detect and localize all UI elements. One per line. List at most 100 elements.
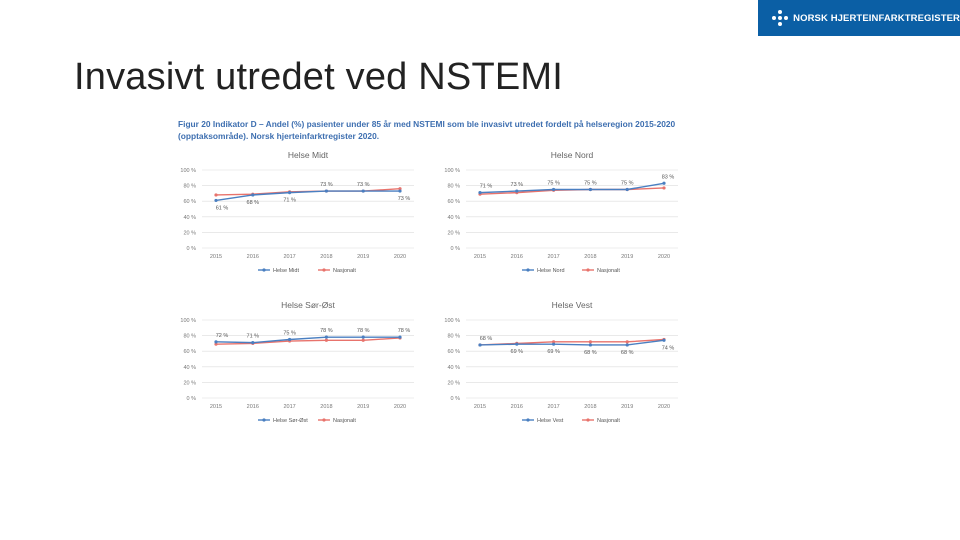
chart-title: Helse Vest <box>552 300 593 310</box>
y-tick-label: 80 % <box>447 184 460 190</box>
x-tick-label: 2015 <box>210 404 222 410</box>
x-tick-label: 2020 <box>658 254 670 260</box>
legend-marker <box>526 268 530 272</box>
data-point <box>588 340 592 344</box>
data-label: 71 % <box>247 334 260 340</box>
data-label: 68 % <box>480 336 493 342</box>
y-tick-label: 60 % <box>183 199 196 205</box>
y-tick-label: 100 % <box>444 168 460 174</box>
y-tick-label: 40 % <box>447 215 460 221</box>
x-tick-label: 2018 <box>320 254 332 260</box>
series-line-helse-nord <box>479 182 665 194</box>
data-label: 73 % <box>398 196 411 202</box>
y-tick-label: 60 % <box>447 199 460 205</box>
data-label: 78 % <box>320 328 333 334</box>
data-label: 71 % <box>283 198 296 204</box>
y-tick-label: 40 % <box>183 215 196 221</box>
data-label: 71 % <box>480 184 493 190</box>
data-point <box>515 342 519 346</box>
data-label: 75 % <box>283 331 296 337</box>
data-point <box>478 191 482 195</box>
data-point <box>398 187 402 191</box>
y-tick-label: 20 % <box>183 380 196 386</box>
legend-entry: Nasjonalt <box>333 418 356 424</box>
x-tick-label: 2017 <box>547 254 559 260</box>
y-tick-label: 60 % <box>183 349 196 355</box>
figure-caption: Figur 20 Indikator D – Andel (%) pasient… <box>178 119 676 141</box>
data-label: 75 % <box>547 181 560 187</box>
slide-title: Invasivt utredet ved NSTEMI <box>74 56 564 98</box>
data-label: 74 % <box>662 345 675 351</box>
y-tick-label: 100 % <box>444 318 460 324</box>
data-point <box>398 189 402 193</box>
y-tick-label: 0 % <box>187 396 197 402</box>
legend-marker <box>526 418 530 422</box>
y-tick-label: 0 % <box>451 396 461 402</box>
chart-title: Helse Sør-Øst <box>281 300 335 310</box>
data-point <box>251 341 255 345</box>
y-tick-label: 100 % <box>180 168 196 174</box>
legend-entry: Helse Midt <box>273 268 299 274</box>
y-tick-label: 80 % <box>447 334 460 340</box>
x-tick-label: 2015 <box>474 254 486 260</box>
series-line-helse-midt <box>215 190 400 202</box>
data-label: 73 % <box>320 182 333 188</box>
x-tick-label: 2019 <box>357 404 369 410</box>
y-tick-label: 20 % <box>447 230 460 236</box>
x-tick-label: 2016 <box>511 404 523 410</box>
data-label: 68 % <box>247 200 260 206</box>
data-label: 78 % <box>398 328 411 334</box>
series-line-helse-s-r-st <box>215 336 400 344</box>
y-tick-label: 20 % <box>183 230 196 236</box>
chart-title: Helse Midt <box>288 150 329 160</box>
data-point <box>361 189 365 193</box>
data-point <box>361 335 365 339</box>
data-point <box>288 337 292 342</box>
data-point <box>361 338 365 342</box>
legend-marker <box>262 268 266 272</box>
data-label: 83 % <box>662 174 675 180</box>
registry-logo: NORSK HJERTEINFARKTREGISTER <box>758 0 960 36</box>
legend-entry: Helse Sør-Øst <box>273 418 308 424</box>
data-point <box>625 343 629 347</box>
data-point <box>214 193 218 197</box>
data-point <box>398 335 402 339</box>
data-point <box>662 181 666 185</box>
data-point <box>662 186 666 190</box>
x-tick-label: 2017 <box>283 404 295 410</box>
x-tick-label: 2016 <box>247 254 259 260</box>
y-tick-label: 0 % <box>187 246 197 252</box>
data-label: 69 % <box>511 349 524 355</box>
legend-marker <box>322 418 326 422</box>
legend-entry: Helse Vest <box>537 418 564 424</box>
data-label: 73 % <box>511 182 524 188</box>
data-point <box>288 191 292 195</box>
legend-entry: Nasjonalt <box>597 268 620 274</box>
x-tick-label: 2017 <box>283 254 295 260</box>
x-tick-label: 2018 <box>320 404 332 410</box>
data-point <box>515 189 519 193</box>
chart-title: Helse Nord <box>551 150 594 160</box>
x-tick-label: 2019 <box>621 404 633 410</box>
data-point <box>214 198 218 203</box>
x-tick-label: 2015 <box>210 254 222 260</box>
series-line-helse-vest <box>479 339 665 346</box>
y-tick-label: 20 % <box>447 380 460 386</box>
x-tick-label: 2018 <box>584 254 596 260</box>
chart-panel-helse-nord: Helse Nord 0 % 20 % 40 % 60 % 80 % 100 % 2015 20… <box>428 148 684 298</box>
legend-marker <box>322 268 326 272</box>
y-tick-label: 80 % <box>183 334 196 340</box>
data-label: 69 % <box>547 349 560 355</box>
line-chart: Helse Nord 0 % 20 % 40 % 60 % 80 % 100 % 2015 20… <box>444 150 678 274</box>
data-label: 75 % <box>621 181 634 187</box>
legend-entry: Helse Nord <box>537 268 565 274</box>
data-point <box>625 340 629 344</box>
line-chart: Helse Vest 0 % 20 % 40 % 60 % 80 % 100 % 2015 20… <box>444 300 678 424</box>
series-line-nasjonalt <box>215 337 401 345</box>
data-point <box>324 338 328 342</box>
y-tick-label: 100 % <box>180 318 196 324</box>
line-chart: Helse Midt 0 % 20 % 40 % 60 % 80 % 100 % 2015 20… <box>180 150 414 274</box>
data-point <box>625 187 629 192</box>
y-tick-label: 60 % <box>447 349 460 355</box>
heart-dots-icon <box>772 10 788 26</box>
